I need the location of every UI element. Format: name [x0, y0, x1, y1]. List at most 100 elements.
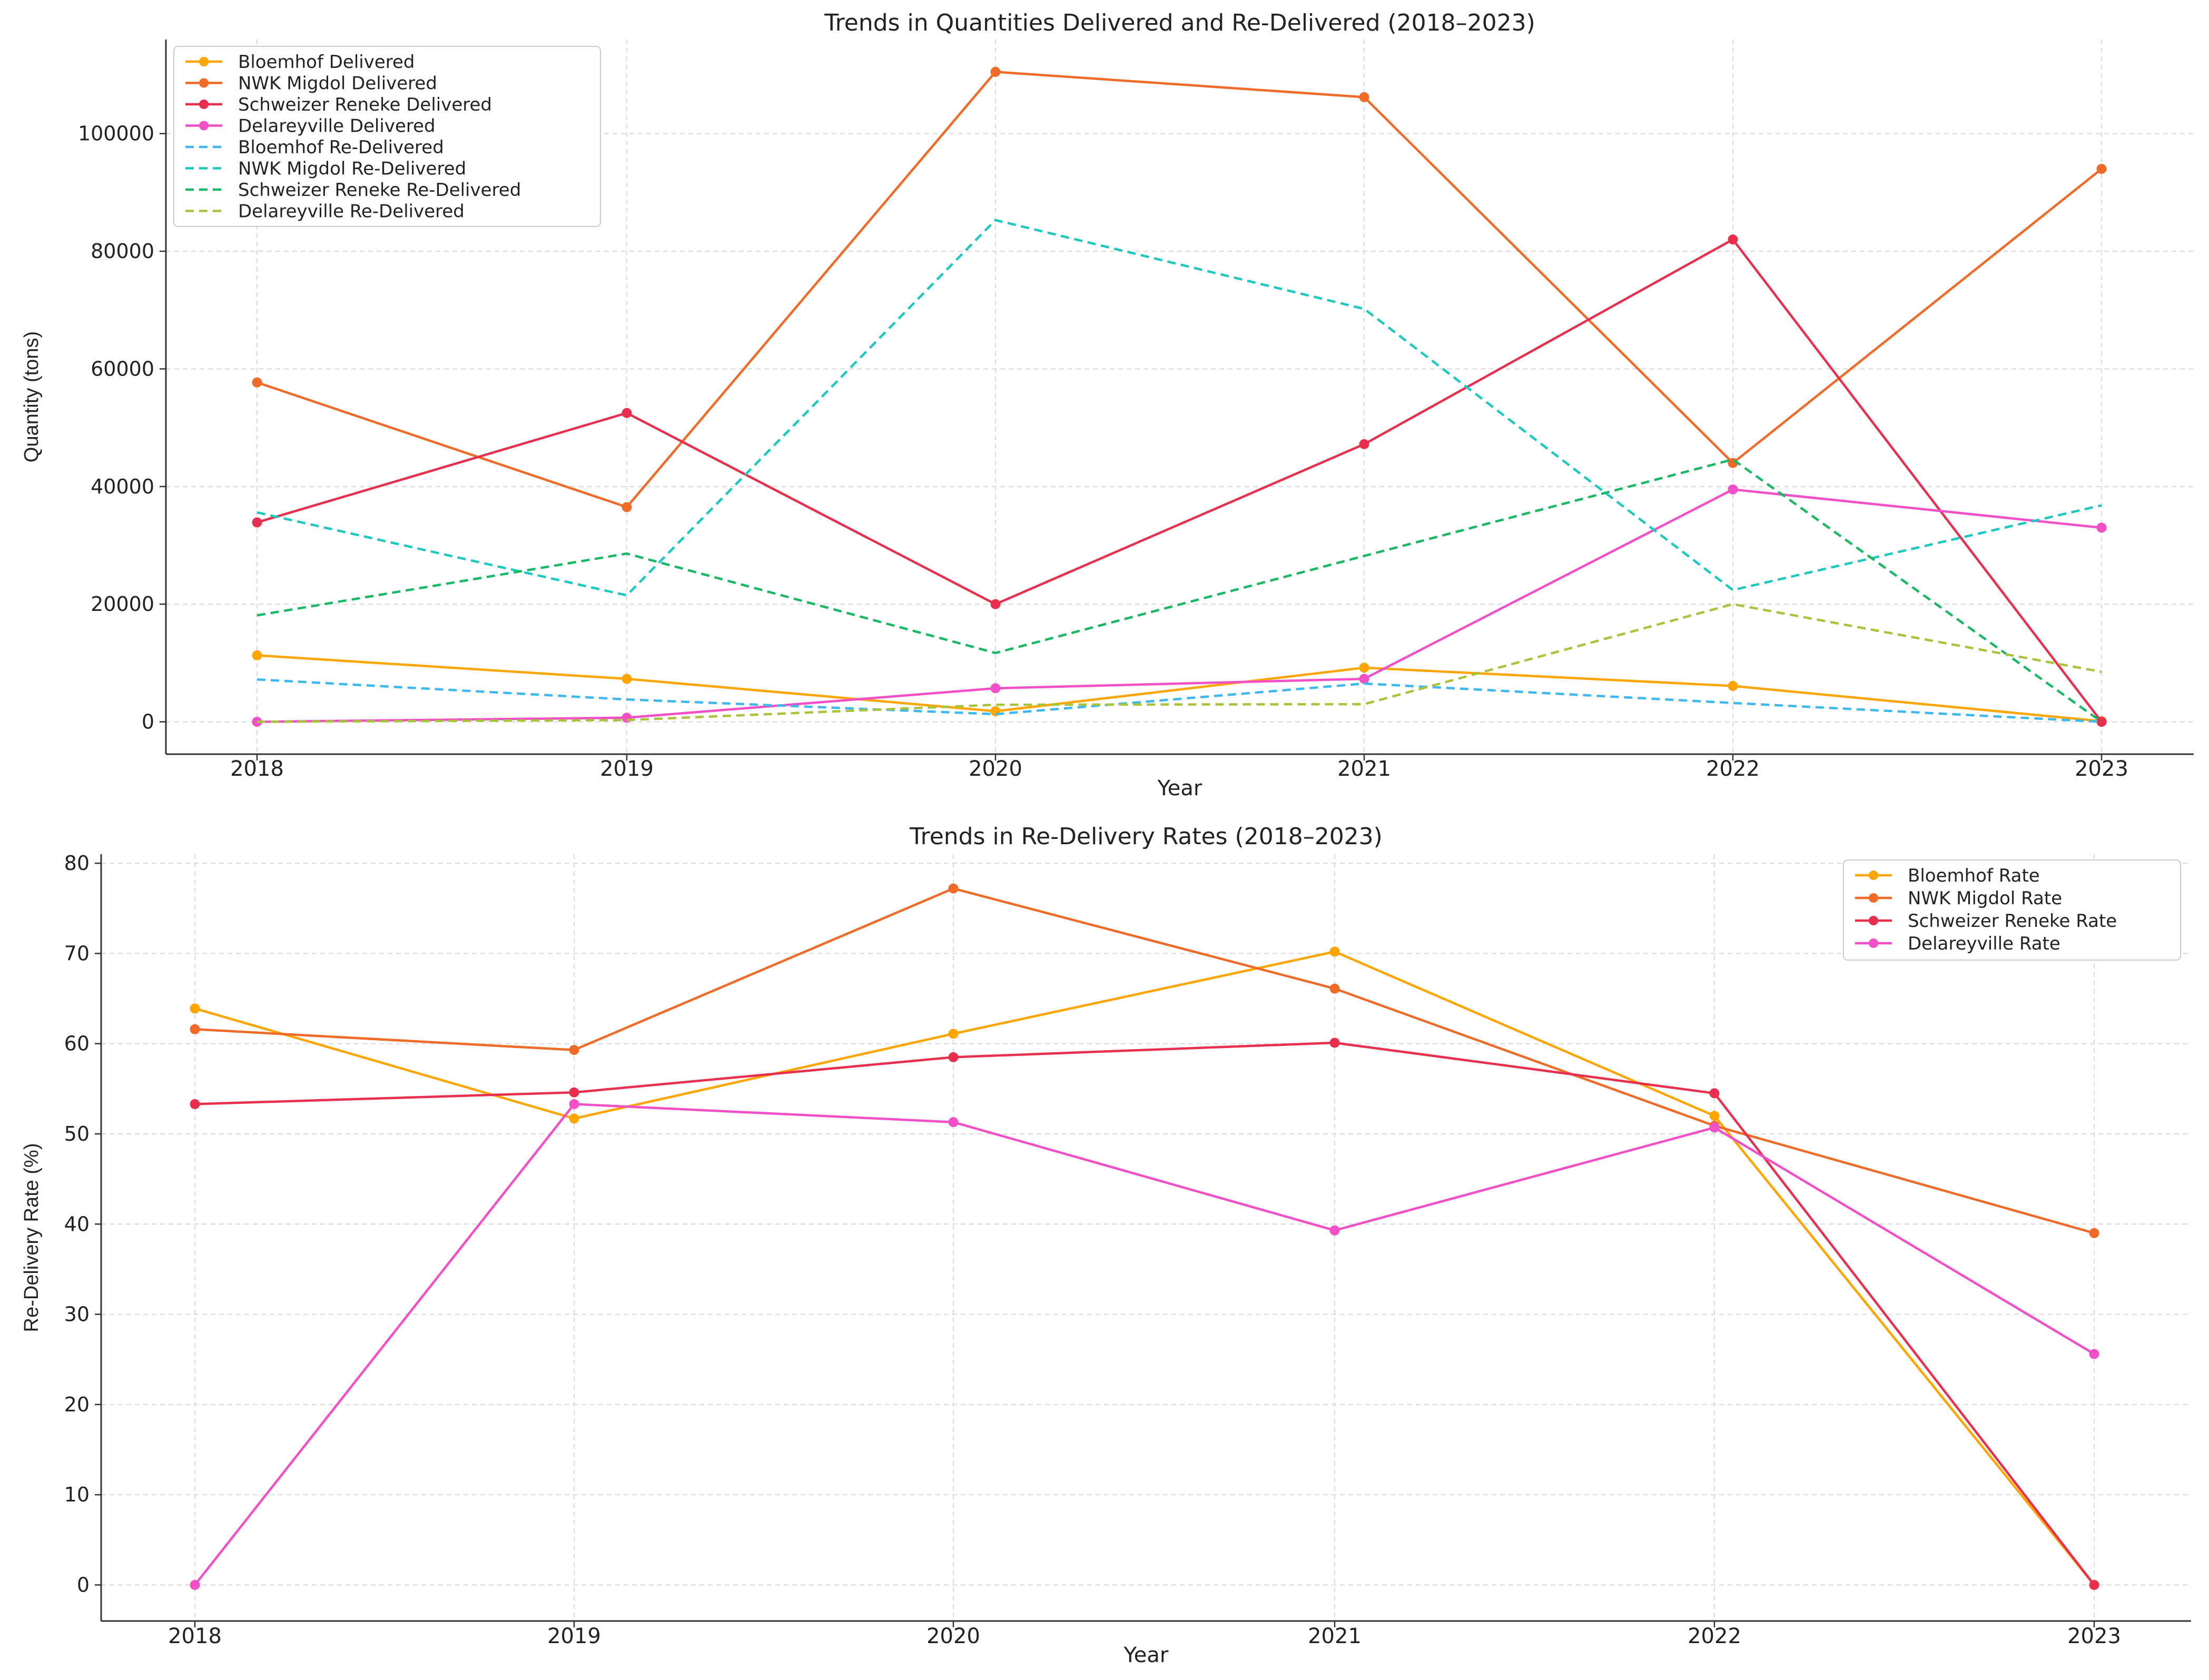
data-point	[252, 377, 262, 388]
x-tick-label: 2020	[926, 1624, 980, 1648]
legend-label: Bloemhof Rate	[1908, 865, 2040, 886]
series-nwk-migdol-re-delivered	[257, 219, 2102, 597]
legend-marker	[1869, 938, 1878, 948]
y-tick-label: 100000	[78, 122, 154, 145]
data-point	[1728, 234, 1738, 245]
x-tick-label: 2023	[2075, 757, 2128, 781]
data-point	[990, 683, 1001, 694]
series-schweizer-reneke-re-delivered	[257, 458, 2103, 723]
data-point	[1709, 1088, 1720, 1099]
legend-label: NWK Migdol Delivered	[238, 73, 437, 94]
data-point	[1359, 439, 1369, 449]
legend-item: NWK Migdol Rate	[1855, 888, 2062, 909]
data-point	[569, 1087, 579, 1098]
series-bloemhof-re-delivered	[257, 678, 2102, 723]
series-line	[257, 71, 2103, 509]
y-tick-label: 60000	[91, 357, 154, 380]
data-point	[622, 674, 632, 684]
y-tick-label: 80	[64, 852, 90, 875]
data-point	[252, 517, 262, 528]
data-point	[2096, 522, 2107, 533]
x-tick-label: 2020	[969, 757, 1022, 781]
data-point	[622, 408, 632, 418]
data-point	[252, 650, 262, 660]
y-tick-label: 30	[64, 1303, 90, 1326]
chart-title: Trends in Re-Delivery Rates (2018–2023)	[909, 823, 1383, 850]
y-axis-label: Quantity (tons)	[21, 331, 43, 462]
data-point	[569, 1113, 579, 1124]
legend-item: Delareyville Delivered	[185, 116, 436, 137]
data-point	[948, 1029, 959, 1039]
chart-1: Trends in Quantities Delivered and Re-De…	[21, 9, 2194, 801]
x-tick-label: 2019	[547, 1624, 601, 1648]
series-delareyville-rate	[190, 1099, 2099, 1590]
data-point	[2089, 1579, 2099, 1590]
data-point	[1709, 1122, 1720, 1133]
data-point	[2096, 164, 2107, 174]
data-point	[1359, 663, 1369, 673]
y-tick-label: 60	[64, 1032, 90, 1055]
x-tick-label: 2021	[1308, 1624, 1362, 1648]
data-point	[1359, 92, 1369, 102]
y-tick-label: 0	[142, 710, 154, 734]
data-point	[190, 1099, 200, 1109]
data-point	[622, 502, 632, 512]
y-tick-label: 70	[64, 942, 90, 965]
series-line	[194, 950, 2095, 1586]
legend-item: Delareyville Rate	[1855, 933, 2060, 954]
legend-label: NWK Migdol Re-Delivered	[238, 159, 466, 180]
y-tick-label: 20	[64, 1393, 90, 1416]
series-nwk-migdol-delivered	[252, 66, 2107, 512]
series-line	[257, 219, 2102, 597]
data-point	[1728, 484, 1738, 495]
legend-item: Schweizer Reneke Rate	[1855, 911, 2117, 932]
series-schweizer-reneke-delivered	[252, 234, 2107, 727]
data-point	[948, 1052, 959, 1062]
data-point	[1728, 680, 1738, 691]
series-delareyville-re-delivered	[257, 602, 2102, 723]
data-point	[948, 883, 959, 894]
y-tick-label: 20000	[91, 592, 154, 616]
series-line	[257, 654, 2102, 723]
x-tick-label: 2021	[1337, 757, 1391, 781]
x-tick-label: 2019	[600, 757, 654, 781]
y-tick-label: 0	[77, 1573, 90, 1596]
data-point	[990, 66, 1001, 77]
data-point	[948, 1117, 959, 1128]
y-tick-label: 80000	[91, 240, 154, 263]
data-point	[190, 1003, 200, 1014]
series-bloemhof-delivered	[252, 650, 2107, 726]
y-tick-label: 40000	[91, 475, 154, 498]
data-point	[569, 1045, 579, 1055]
data-point	[1329, 946, 1340, 957]
legend-label: Schweizer Reneke Re-Delivered	[238, 180, 521, 201]
chart-2: Trends in Re-Delivery Rates (2018–2023) 0…	[21, 823, 2191, 1667]
data-point	[2089, 1228, 2099, 1238]
legend-box	[173, 46, 601, 227]
legend-label: Schweizer Reneke Delivered	[238, 94, 492, 115]
data-point	[190, 1024, 200, 1034]
x-tick-label: 2023	[2067, 1624, 2121, 1648]
series-line	[257, 458, 2103, 723]
legend-marker	[1869, 893, 1878, 903]
legend-label: Delareyville Rate	[1908, 933, 2060, 954]
y-tick-label: 50	[64, 1122, 90, 1145]
legend-label: Delareyville Re-Delivered	[238, 201, 465, 222]
legend-item: Delareyville Re-Delivered	[185, 201, 465, 222]
legend-item: Schweizer Reneke Re-Delivered	[185, 180, 521, 201]
series-line	[257, 678, 2102, 723]
legend-item: Bloemhof Rate	[1855, 865, 2040, 886]
legend-label: Delareyville Delivered	[238, 116, 436, 137]
data-point	[2089, 1349, 2099, 1359]
x-axis-label: Year	[1123, 1643, 1169, 1667]
legend-label: Bloemhof Delivered	[238, 52, 415, 73]
x-tick-label: 2018	[168, 1624, 222, 1648]
legend-marker	[199, 121, 209, 131]
x-tick-label: 2018	[230, 757, 284, 781]
legend-item: NWK Migdol Delivered	[185, 73, 437, 94]
legend-label: NWK Migdol Rate	[1908, 888, 2062, 909]
legend-item: Bloemhof Re-Delivered	[185, 137, 444, 158]
legend-marker	[199, 57, 209, 66]
